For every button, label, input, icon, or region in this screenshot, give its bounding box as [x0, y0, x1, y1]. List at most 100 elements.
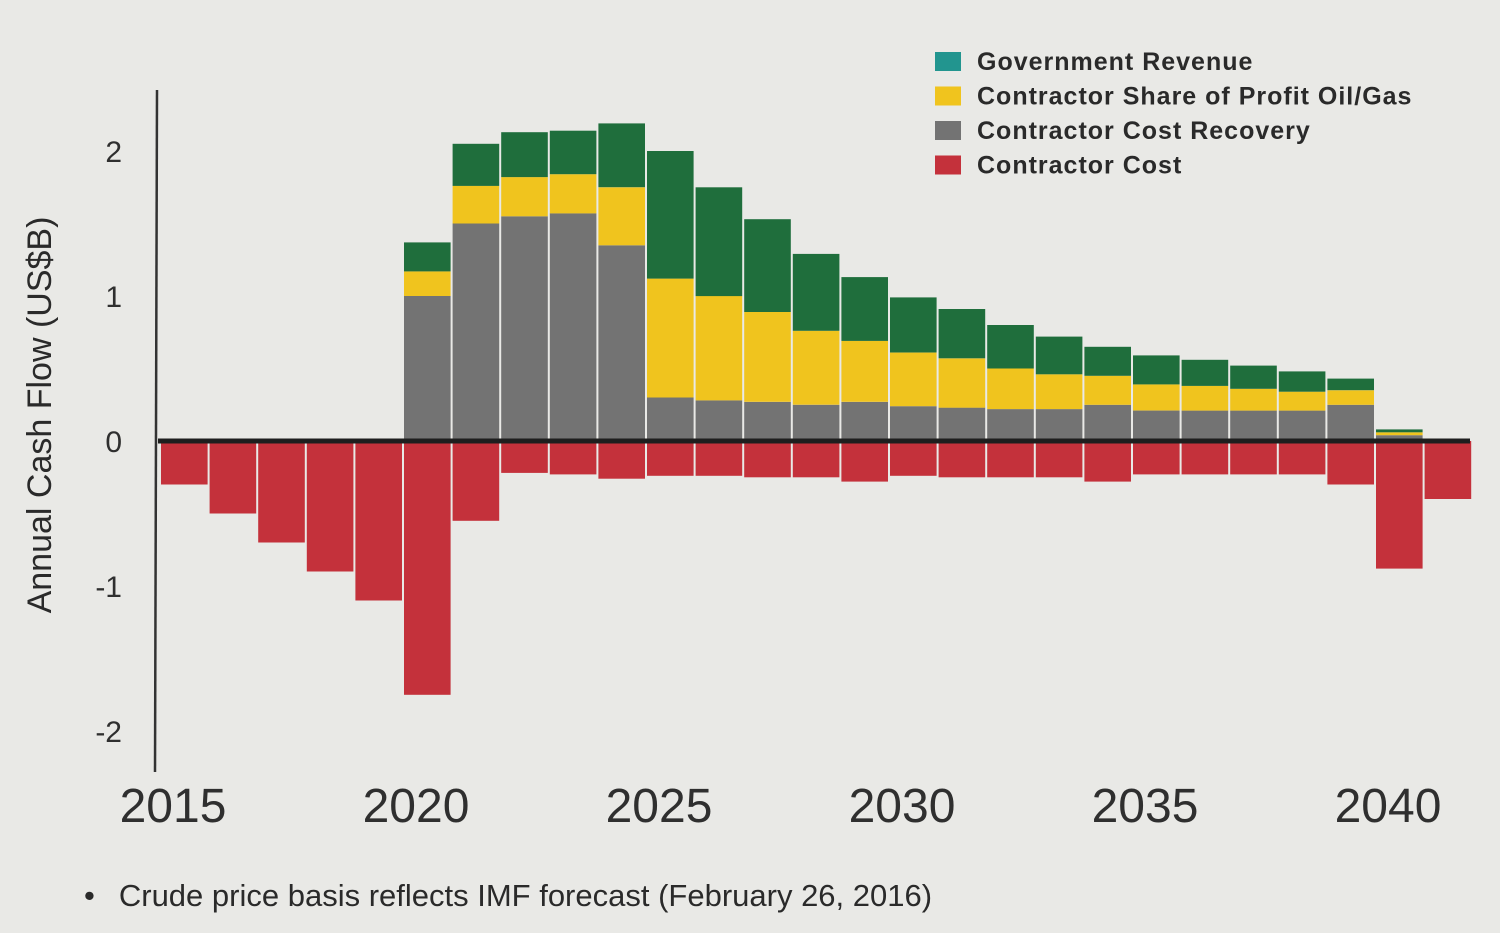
bar-contractor-cost-2033 — [1035, 441, 1083, 478]
bar-contractor-cost-2016 — [209, 441, 257, 514]
bar-contractor-share-of-profit-oil-gas-2025 — [647, 278, 694, 398]
bar-contractor-share-of-profit-oil-gas-2028 — [792, 330, 840, 405]
bar-government-revenue-2027 — [744, 219, 791, 312]
legend-label-contractor-cost-recovery: Contractor Cost Recovery — [977, 117, 1311, 145]
bar-contractor-cost-2027 — [744, 441, 791, 478]
bar-government-revenue-2037 — [1230, 365, 1277, 389]
bar-contractor-share-of-profit-oil-gas-2032 — [987, 368, 1034, 410]
bar-contractor-cost-2038 — [1278, 441, 1326, 475]
bar-contractor-cost-2034 — [1084, 441, 1131, 482]
bar-contractor-share-of-profit-oil-gas-2024 — [598, 187, 645, 246]
bar-government-revenue-2030 — [890, 297, 937, 353]
bar-contractor-share-of-profit-oil-gas-2022 — [501, 177, 548, 217]
legend-label-contractor-cost: Contractor Cost — [977, 152, 1182, 180]
legend-swatch-government-revenue — [935, 52, 961, 71]
bar-government-revenue-2036 — [1181, 359, 1229, 386]
bar-contractor-cost-2041 — [1424, 441, 1472, 499]
bar-government-revenue-2022 — [501, 132, 548, 178]
bar-government-revenue-2021 — [452, 143, 500, 186]
bar-government-revenue-2029 — [841, 277, 888, 341]
y-axis-title: Annual Cash Flow (US$B) — [21, 217, 59, 614]
bar-contractor-cost-recovery-2020 — [404, 296, 451, 441]
legend-label-contractor-share-of-profit-oil-gas: Contractor Share of Profit Oil/Gas — [977, 83, 1412, 111]
bar-government-revenue-2020 — [404, 242, 451, 272]
bar-contractor-share-of-profit-oil-gas-2039 — [1327, 390, 1374, 405]
x-tick-label: 2040 — [1335, 780, 1442, 833]
bar-contractor-share-of-profit-oil-gas-2030 — [890, 352, 937, 407]
bar-contractor-share-of-profit-oil-gas-2036 — [1181, 385, 1229, 411]
legend-swatch-contractor-cost-recovery — [935, 121, 961, 140]
bar-government-revenue-2026 — [695, 187, 743, 297]
bar-contractor-cost-recovery-2025 — [647, 397, 694, 441]
y-tick-label: -1 — [95, 571, 122, 604]
bar-government-revenue-2035 — [1133, 355, 1180, 385]
cash-flow-chart: -2 -1 0 1 2 Annual Cash Flow (US$B) 2015 2020 20… — [21, 48, 1472, 833]
x-tick-label: 2020 — [363, 780, 470, 833]
legend-swatch-contractor-share-of-profit-oil-gas — [935, 86, 961, 106]
bar-contractor-cost-2037 — [1230, 441, 1277, 475]
bar-contractor-cost-recovery-2028 — [792, 404, 840, 442]
bar-contractor-share-of-profit-oil-gas-2023 — [549, 174, 597, 214]
legend-swatch-contractor-cost — [935, 155, 961, 175]
x-tick-label: 2015 — [120, 780, 227, 833]
bar-contractor-share-of-profit-oil-gas-2029 — [841, 340, 888, 402]
bar-contractor-cost-2020 — [404, 441, 451, 695]
bar-government-revenue-2038 — [1278, 371, 1326, 392]
bar-contractor-cost-2030 — [890, 441, 937, 476]
bar-contractor-cost-2029 — [841, 441, 888, 482]
bar-contractor-cost-recovery-2037 — [1230, 410, 1277, 441]
bar-contractor-share-of-profit-oil-gas-2020 — [404, 271, 451, 296]
x-tick-label: 2030 — [849, 780, 956, 833]
bar-contractor-cost-recovery-2027 — [744, 401, 791, 441]
bar-contractor-cost-2028 — [792, 441, 840, 478]
bar-contractor-share-of-profit-oil-gas-2035 — [1133, 384, 1180, 411]
bar-contractor-cost-recovery-2039 — [1327, 404, 1374, 442]
bar-contractor-share-of-profit-oil-gas-2037 — [1230, 388, 1277, 411]
bar-contractor-cost-2019 — [355, 441, 402, 601]
bar-contractor-cost-2026 — [695, 441, 743, 476]
bar-contractor-cost-recovery-2035 — [1133, 410, 1180, 441]
bar-contractor-cost-recovery-2033 — [1035, 409, 1083, 441]
bar-contractor-share-of-profit-oil-gas-2031 — [938, 358, 986, 408]
bar-contractor-cost-recovery-2023 — [549, 213, 597, 441]
bar-government-revenue-2033 — [1035, 336, 1083, 375]
bar-contractor-cost-2021 — [452, 441, 500, 521]
bar-contractor-cost-recovery-2030 — [890, 406, 937, 441]
bar-contractor-cost-2039 — [1327, 441, 1374, 485]
bar-contractor-cost-recovery-2021 — [452, 223, 500, 441]
bar-contractor-share-of-profit-oil-gas-2040 — [1376, 432, 1423, 436]
bar-government-revenue-2023 — [549, 130, 597, 175]
footnote-bullet: • — [84, 878, 95, 913]
bar-contractor-cost-recovery-2024 — [598, 245, 645, 442]
bar-contractor-cost-2031 — [938, 441, 986, 478]
y-tick-label: 1 — [105, 281, 122, 314]
bar-contractor-cost-recovery-2029 — [841, 401, 888, 441]
bar-contractor-share-of-profit-oil-gas-2027 — [744, 311, 791, 402]
bar-contractor-cost-recovery-2034 — [1084, 404, 1131, 442]
bar-contractor-cost-2022 — [501, 441, 548, 473]
bar-contractor-share-of-profit-oil-gas-2038 — [1278, 391, 1326, 411]
bar-contractor-cost-2023 — [549, 441, 597, 475]
bar-contractor-share-of-profit-oil-gas-2033 — [1035, 374, 1083, 410]
x-tick-label: 2025 — [606, 780, 713, 833]
bar-government-revenue-2034 — [1084, 346, 1131, 376]
bar-contractor-cost-2025 — [647, 441, 694, 476]
bar-contractor-share-of-profit-oil-gas-2034 — [1084, 375, 1131, 405]
bar-contractor-cost-2018 — [306, 441, 354, 572]
footnote: • Crude price basis reflects IMF forecast… — [84, 878, 932, 914]
bar-contractor-cost-2024 — [598, 441, 645, 479]
bar-contractor-cost-2035 — [1133, 441, 1180, 475]
bar-contractor-cost-recovery-2026 — [695, 400, 743, 441]
bar-contractor-cost-2017 — [258, 441, 305, 543]
bar-government-revenue-2040 — [1376, 429, 1423, 433]
bar-government-revenue-2039 — [1327, 378, 1374, 391]
bar-contractor-cost-recovery-2040 — [1376, 435, 1423, 441]
bar-government-revenue-2025 — [647, 151, 694, 279]
bar-government-revenue-2024 — [598, 123, 645, 188]
bar-contractor-cost-2015 — [161, 441, 208, 485]
bar-contractor-cost-recovery-2032 — [987, 409, 1034, 441]
bar-contractor-cost-recovery-2036 — [1181, 410, 1229, 441]
bar-contractor-share-of-profit-oil-gas-2021 — [452, 185, 500, 224]
bar-contractor-share-of-profit-oil-gas-2026 — [695, 296, 743, 401]
